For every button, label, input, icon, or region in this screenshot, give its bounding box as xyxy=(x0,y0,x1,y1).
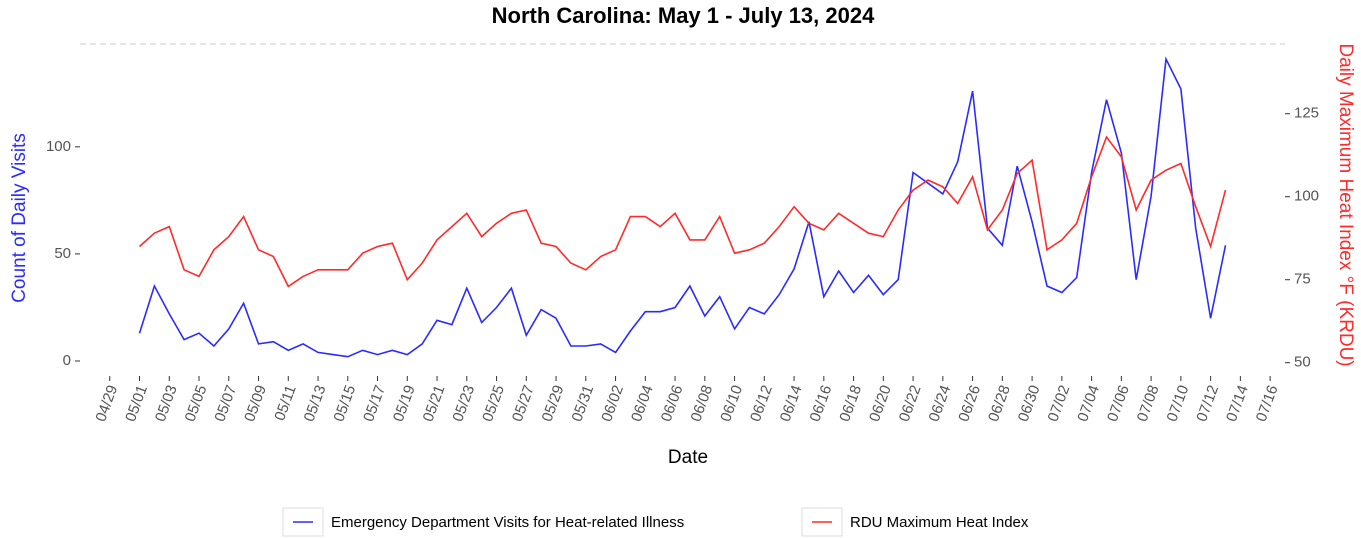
x-tick-label: 06/12 xyxy=(747,383,776,424)
y2-tick-label: 125 xyxy=(1294,105,1319,122)
series-line xyxy=(138,135,1227,288)
x-tick-label: 05/13 xyxy=(301,383,330,424)
x-tick-label: 05/03 xyxy=(152,383,181,424)
x-tick-label: 06/24 xyxy=(926,383,955,424)
x-tick-label: 07/14 xyxy=(1223,383,1252,424)
x-tick-label: 05/15 xyxy=(330,383,359,424)
x-tick-label: 06/08 xyxy=(687,383,716,424)
legend-key xyxy=(282,507,324,537)
x-tick-label: 05/27 xyxy=(509,383,538,424)
y2-axis-title: Daily Maximum Heat Index °F (KRDU) xyxy=(1335,43,1356,366)
x-tick-label: 06/02 xyxy=(598,383,627,424)
x-tick-label: 06/04 xyxy=(628,383,657,424)
y2-tick-label: 100 xyxy=(1294,188,1319,205)
x-tick-label: 06/14 xyxy=(777,383,806,424)
x-tick-label: 05/05 xyxy=(182,383,211,424)
x-tick-label: 07/12 xyxy=(1193,383,1222,424)
x-tick-label: 06/30 xyxy=(1015,383,1044,424)
x-tick-label: 07/08 xyxy=(1134,383,1163,424)
x-tick-label: 06/16 xyxy=(806,383,835,424)
y-tick-label: 50 xyxy=(54,245,71,262)
x-tick-label: 07/10 xyxy=(1164,383,1193,424)
x-axis-title: Date xyxy=(668,447,708,468)
x-tick-label: 05/29 xyxy=(539,383,568,424)
x-tick-label: 06/28 xyxy=(985,383,1014,424)
x-tick-label: 05/09 xyxy=(241,383,270,424)
x-tick-label: 04/29 xyxy=(92,383,121,424)
x-tick-label: 06/20 xyxy=(866,383,895,424)
x-tick-label: 05/31 xyxy=(568,383,597,424)
legend-label: RDU Maximum Heat Index xyxy=(850,514,1029,531)
x-tick-label: 06/26 xyxy=(955,383,984,424)
x-tick-label: 05/17 xyxy=(360,383,389,424)
y2-tick-label: 75 xyxy=(1294,271,1311,288)
y2-tick-label: 50 xyxy=(1294,354,1311,371)
x-tick-label: 05/21 xyxy=(420,383,449,424)
y-axis-title: Count of Daily Visits xyxy=(9,133,30,303)
y-tick-label: 0 xyxy=(63,352,71,369)
x-tick-label: 05/19 xyxy=(390,383,419,424)
legend-key xyxy=(801,507,843,537)
legend-label: Emergency Department Visits for Heat-rel… xyxy=(331,514,684,531)
x-tick-label: 06/06 xyxy=(658,383,687,424)
x-tick-label: 07/02 xyxy=(1045,383,1074,424)
x-tick-label: 05/01 xyxy=(122,383,151,424)
x-tick-label: 07/06 xyxy=(1104,383,1133,424)
x-tick-label: 06/18 xyxy=(836,383,865,424)
chart-title: North Carolina: May 1 - July 13, 2024 xyxy=(492,3,875,28)
x-tick-label: 05/25 xyxy=(479,383,508,424)
x-tick-label: 05/07 xyxy=(211,383,240,424)
x-tick-label: 06/22 xyxy=(896,383,925,424)
x-tick-label: 07/16 xyxy=(1253,383,1282,424)
x-tick-label: 07/04 xyxy=(1074,383,1103,424)
series-line xyxy=(138,56,1227,358)
y-tick-label: 100 xyxy=(46,138,71,155)
x-tick-label: 05/11 xyxy=(271,383,299,423)
x-tick-label: 06/10 xyxy=(717,383,746,424)
x-tick-label: 05/23 xyxy=(449,383,478,424)
